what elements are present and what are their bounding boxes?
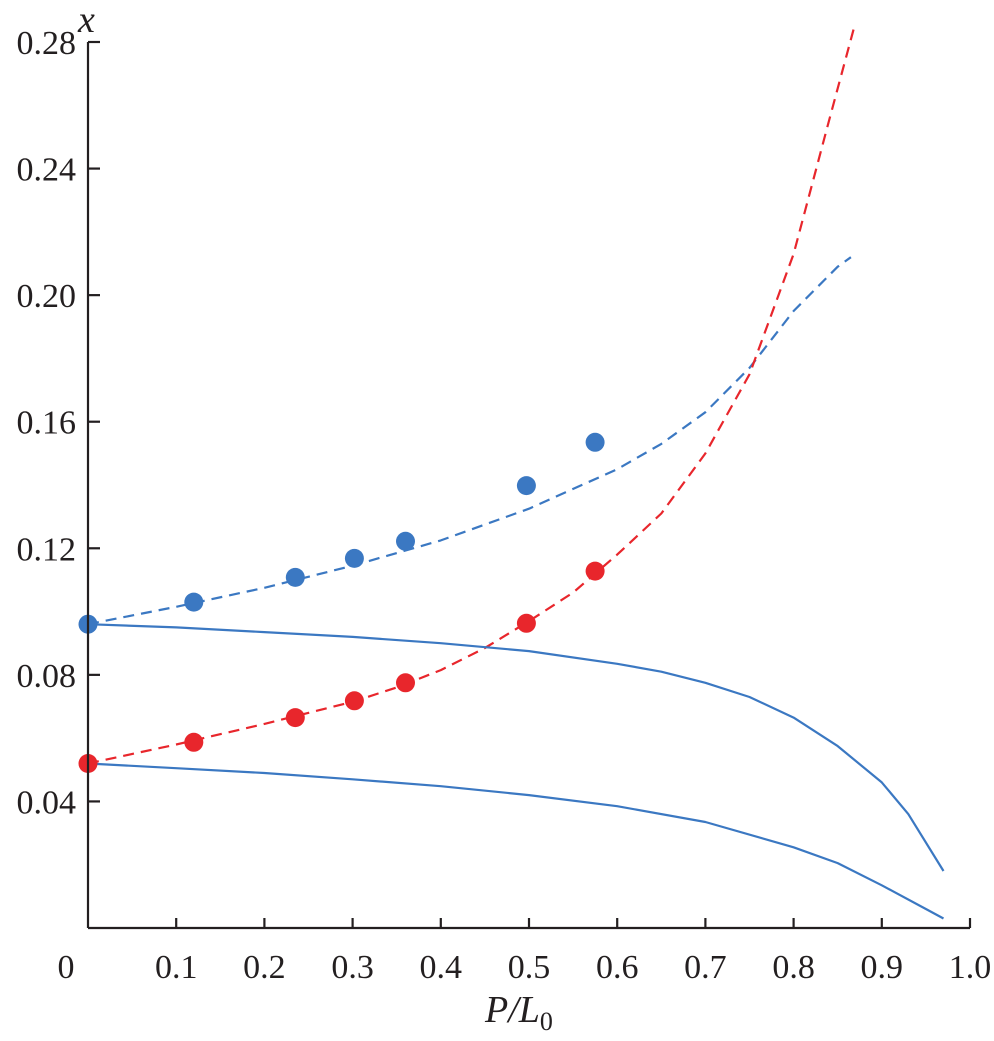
x-axis-label-main: P/L xyxy=(484,989,540,1031)
red-data-point xyxy=(585,561,605,581)
x-tick-label: 0.7 xyxy=(684,949,727,986)
blue-data-point xyxy=(396,531,415,551)
red-dashed-fit-curve xyxy=(87,22,857,765)
y-tick-label: 0.04 xyxy=(17,784,77,821)
y-tick-label: 0.28 xyxy=(17,25,77,62)
x-tick-label: 0.9 xyxy=(861,949,904,986)
blue-data-point xyxy=(184,592,204,612)
x-axis-label: P/L0 xyxy=(484,989,553,1036)
y-tick-label: 0.08 xyxy=(17,658,77,695)
x-ticks: 0 0.1 0.2 0.3 0.4 0.5 0.6 0.7 0.8 0.9 1.0 xyxy=(58,918,992,986)
x-tick-label: 0.4 xyxy=(420,949,463,986)
red-data-point xyxy=(285,708,305,728)
blue-dashed-fit-curve xyxy=(87,256,852,626)
blue-solid-upper-curve xyxy=(87,623,945,872)
x-tick-label: 0.3 xyxy=(331,949,374,986)
y-tick-label: 0.16 xyxy=(17,405,77,442)
x-tick-label: 1.0 xyxy=(949,949,992,986)
markers-layer xyxy=(78,432,605,773)
curves-layer xyxy=(87,22,945,920)
red-data-point xyxy=(184,732,204,752)
x-tick-label: 0.2 xyxy=(243,949,286,986)
x-tick-label: 0.5 xyxy=(508,949,551,986)
red-data-point xyxy=(516,613,536,633)
blue-data-point xyxy=(585,432,605,452)
y-axis-label: x xyxy=(77,0,95,41)
y-tick-label: 0.20 xyxy=(17,278,77,315)
blue-data-point xyxy=(516,476,536,496)
x-tick-label: 0 xyxy=(58,949,75,986)
x-tick-label: 0.8 xyxy=(772,949,815,986)
x-axis-label-subscript: 0 xyxy=(540,1007,553,1036)
red-data-point xyxy=(396,673,415,693)
x-tick-label: 0.1 xyxy=(155,949,198,986)
y-ticks: 0.04 0.08 0.12 0.16 0.20 0.24 0.28 xyxy=(17,25,100,821)
x-tick-label: 0.6 xyxy=(596,949,639,986)
y-tick-label: 0.24 xyxy=(17,152,77,189)
y-tick-label: 0.12 xyxy=(17,531,77,568)
blue-data-point xyxy=(285,567,305,587)
blue-solid-lower-curve xyxy=(87,762,945,920)
red-data-point xyxy=(344,691,364,711)
blue-data-point xyxy=(344,548,364,568)
